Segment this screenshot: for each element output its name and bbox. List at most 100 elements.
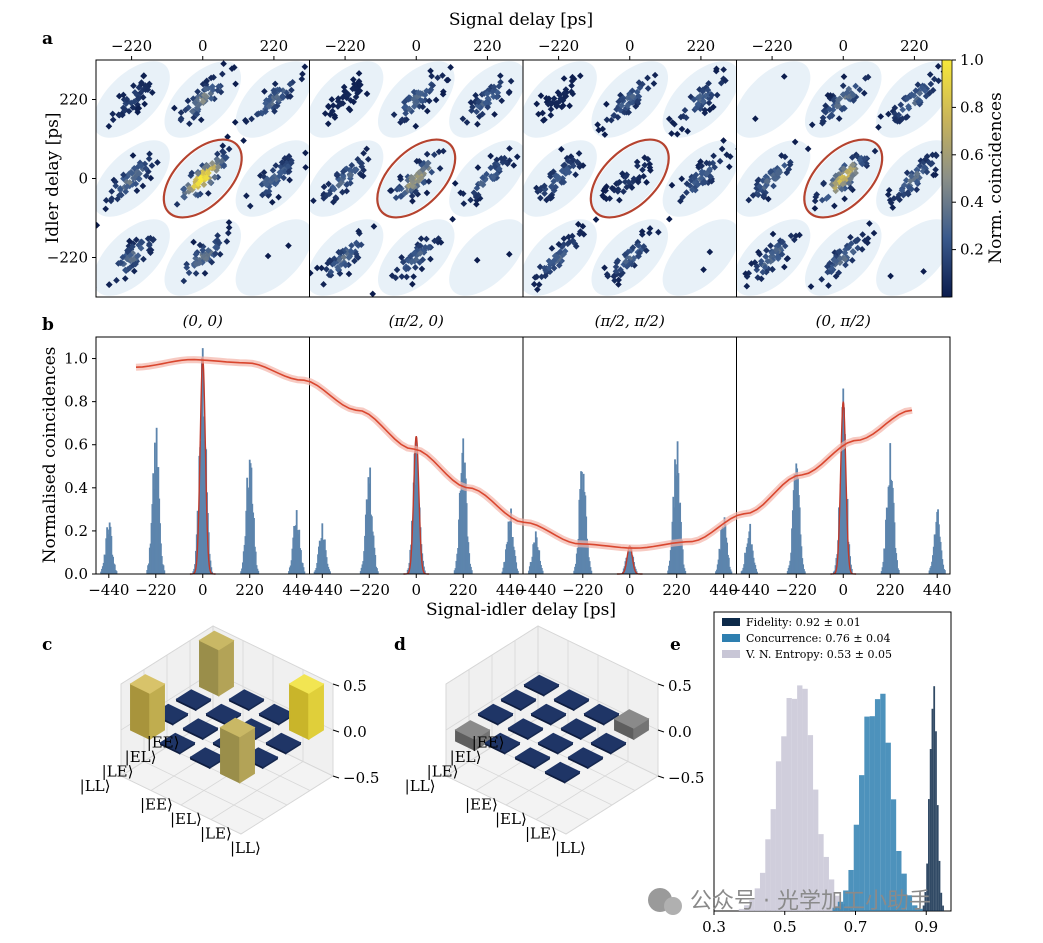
heatmap-point bbox=[619, 96, 626, 104]
heatmap-point bbox=[533, 100, 541, 108]
heatmap-point bbox=[622, 104, 630, 112]
heatmap-point bbox=[900, 181, 908, 189]
heatmap-point bbox=[214, 157, 221, 165]
heatmap-point bbox=[866, 220, 873, 227]
heatmap-point bbox=[364, 155, 372, 163]
heatmap-point bbox=[847, 175, 854, 183]
heatmap-point bbox=[753, 190, 760, 197]
heatmap-point bbox=[148, 162, 156, 169]
heatmap-point bbox=[479, 110, 486, 118]
heatmap-point bbox=[700, 97, 707, 105]
heatmap-point bbox=[197, 174, 205, 182]
bar-face-top bbox=[258, 703, 295, 724]
heatmap-point bbox=[930, 171, 937, 179]
heatmap-bg-ellipse bbox=[377, 140, 455, 217]
heatmap-point bbox=[822, 109, 829, 116]
heatmap-point bbox=[824, 92, 832, 99]
hist-e-bar bbox=[765, 839, 771, 911]
heatmap-point bbox=[698, 168, 706, 175]
heatmap-point bbox=[206, 248, 214, 256]
heatmap-point bbox=[447, 64, 454, 71]
heatmap-point bbox=[617, 271, 625, 279]
heatmap-point bbox=[330, 260, 338, 267]
hist-e-bar bbox=[929, 749, 932, 911]
heatmap-point bbox=[262, 188, 270, 196]
heatmap-point bbox=[120, 171, 127, 179]
heatmap-point bbox=[537, 194, 544, 202]
heatmap-point bbox=[284, 156, 292, 163]
heatmap-point bbox=[329, 102, 337, 109]
heatmap-point bbox=[822, 102, 829, 110]
heatmap-point bbox=[764, 178, 771, 185]
heatmap-point bbox=[414, 178, 422, 185]
heatmap-point bbox=[276, 86, 283, 94]
heatmap-point bbox=[646, 225, 654, 232]
heatmap-point bbox=[272, 175, 280, 183]
heatmap-point bbox=[327, 257, 334, 265]
hist-e-bar bbox=[738, 908, 745, 911]
heatmap-point bbox=[472, 92, 479, 99]
bar-face-top bbox=[454, 720, 491, 740]
e-x-tick-label: 0.7 bbox=[844, 918, 868, 936]
heatmap-point bbox=[413, 98, 421, 106]
heatmap-point bbox=[357, 241, 365, 249]
heatmap-point bbox=[683, 189, 690, 196]
heatmap-point bbox=[677, 197, 684, 205]
heatmap-point bbox=[550, 95, 558, 102]
heatmap-point bbox=[278, 159, 286, 166]
heatmap-point bbox=[900, 191, 907, 199]
heatmap-point bbox=[232, 80, 239, 88]
heatmap-point bbox=[474, 180, 482, 188]
heatmap-point bbox=[431, 237, 438, 245]
heatmap-point bbox=[926, 71, 934, 78]
panel-label-d: d bbox=[394, 635, 406, 655]
grid-line bbox=[210, 761, 304, 820]
heatmap-point bbox=[550, 264, 558, 272]
heatmap-point bbox=[700, 266, 707, 273]
heatmap-point bbox=[506, 157, 513, 164]
bar-face-top bbox=[159, 732, 196, 753]
row-label: |EE⟩ bbox=[147, 733, 180, 751]
heatmap-point bbox=[272, 162, 280, 169]
heatmap-point bbox=[393, 266, 401, 274]
heatmap-point bbox=[622, 258, 630, 265]
heatmap-point bbox=[759, 268, 767, 276]
heatmap-point bbox=[574, 158, 581, 166]
heatmap-point bbox=[120, 175, 127, 182]
heatmap-point bbox=[490, 83, 498, 91]
heatmap-point bbox=[409, 174, 417, 182]
heatmap-point bbox=[392, 274, 399, 282]
heatmap-point bbox=[716, 157, 724, 165]
b-xlabel: Signal-idler delay [ps] bbox=[426, 600, 616, 620]
bar3d-0-2 bbox=[583, 703, 620, 726]
a-top-tick-label: −220 bbox=[324, 37, 365, 55]
heatmap-point bbox=[889, 204, 897, 211]
heatmap-point bbox=[620, 188, 627, 195]
hist-bar bbox=[684, 570, 687, 574]
heatmap-point bbox=[343, 181, 350, 189]
heatmap-point bbox=[126, 237, 133, 245]
heatmap-point bbox=[142, 165, 150, 172]
heatmap-point bbox=[476, 195, 484, 202]
heatmap-point bbox=[887, 199, 895, 207]
z-tick bbox=[657, 729, 665, 733]
hist-bar bbox=[376, 571, 379, 574]
heatmap-point bbox=[188, 169, 196, 177]
heatmap-point bbox=[404, 176, 412, 184]
col-label: |EL⟩ bbox=[495, 810, 527, 828]
heatmap-point bbox=[212, 250, 219, 257]
heatmap-point bbox=[828, 111, 835, 119]
heatmap-point bbox=[411, 103, 418, 110]
hist-e-bar bbox=[928, 799, 930, 911]
col-label: |LL⟩ bbox=[230, 839, 261, 857]
heatmap-point bbox=[342, 261, 349, 269]
heatmap-point bbox=[847, 93, 854, 100]
heatmap-point bbox=[332, 194, 340, 201]
hist-bar bbox=[681, 549, 684, 574]
heatmap-point bbox=[207, 74, 215, 82]
heatmap-point bbox=[844, 168, 851, 176]
heatmap-point bbox=[414, 190, 422, 198]
heatmap-point bbox=[136, 170, 143, 177]
heatmap-point bbox=[636, 249, 643, 257]
